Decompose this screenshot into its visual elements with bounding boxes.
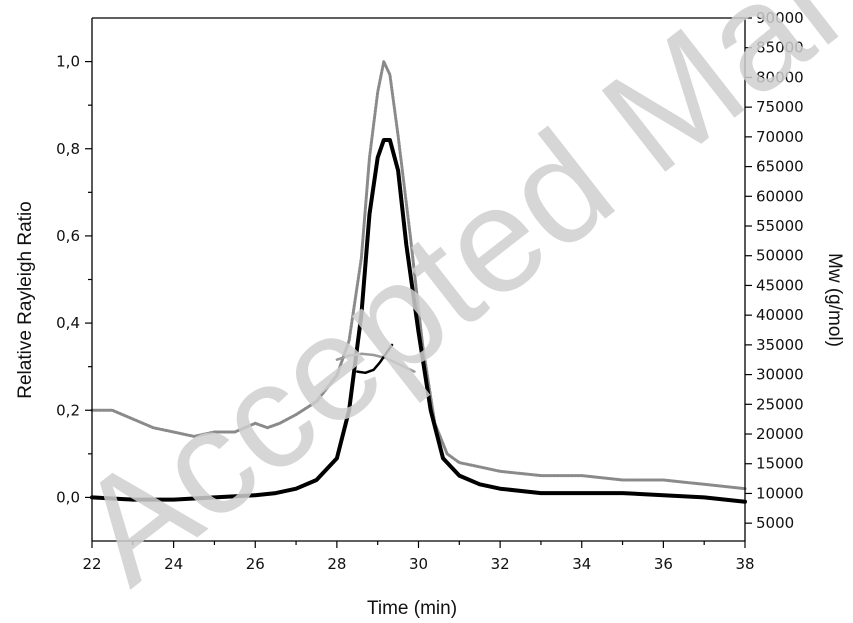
axes-layer: 22 24 26 28 30 32 34 36 38 0,0 0,2 0,4 0,6 0,8 1,0 5000… xyxy=(56,9,804,573)
y2-tick-label: 30000 xyxy=(756,366,804,384)
series-line-3 xyxy=(335,352,416,373)
y2-tick-label: 5000 xyxy=(756,514,794,532)
x-tick-label: 34 xyxy=(572,555,591,573)
watermark: Accepted Manuscript xyxy=(46,0,853,615)
series-line-4 xyxy=(356,343,394,375)
y2-tick-label: 25000 xyxy=(756,395,804,413)
x-axis-title: Time (min) xyxy=(367,598,457,619)
y2-tick-label: 50000 xyxy=(756,247,804,265)
y2-tick-label: 80000 xyxy=(756,68,804,86)
series-line-2 xyxy=(90,138,747,504)
y2-tick-label: 85000 xyxy=(756,39,804,57)
y2-tick-label: 60000 xyxy=(756,187,804,205)
x-tick-label: 24 xyxy=(164,555,183,573)
y2-tick-label: 40000 xyxy=(756,306,804,324)
y2-tick-label: 20000 xyxy=(756,425,804,443)
x-tick-label: 26 xyxy=(246,555,265,573)
y-tick-label: 0,0 xyxy=(56,488,80,506)
series-layer xyxy=(90,60,747,504)
y-tick-label: 0,4 xyxy=(56,314,80,332)
y-tick-label: 0,2 xyxy=(56,401,80,419)
y2-tick-label: 15000 xyxy=(756,455,804,473)
y2-tick-label: 65000 xyxy=(756,158,804,176)
y2-tick-label: 35000 xyxy=(756,336,804,354)
y2-tick-label: 45000 xyxy=(756,276,804,294)
x-tick-label: 32 xyxy=(491,555,510,573)
series-line-1 xyxy=(90,60,747,491)
x-tick-label: 38 xyxy=(735,555,754,573)
y-tick-label: 0,6 xyxy=(56,227,80,245)
x-tick-label: 28 xyxy=(327,555,346,573)
y2-tick-label: 55000 xyxy=(756,217,804,235)
y-tick-label: 1,0 xyxy=(56,53,80,71)
y2-tick-label: 90000 xyxy=(756,9,804,27)
y2-axis-title: Mw (g/mol) xyxy=(824,253,845,347)
x-tick-label: 22 xyxy=(82,555,101,573)
y-axis-title: Relative Rayleigh Ratio xyxy=(15,201,36,399)
x-tick-label: 36 xyxy=(654,555,673,573)
y-tick-label: 0,8 xyxy=(56,140,80,158)
y2-tick-label: 75000 xyxy=(756,98,804,116)
y2-tick-label: 10000 xyxy=(756,484,804,502)
y2-tick-label: 70000 xyxy=(756,128,804,146)
x-tick-label: 30 xyxy=(409,555,428,573)
